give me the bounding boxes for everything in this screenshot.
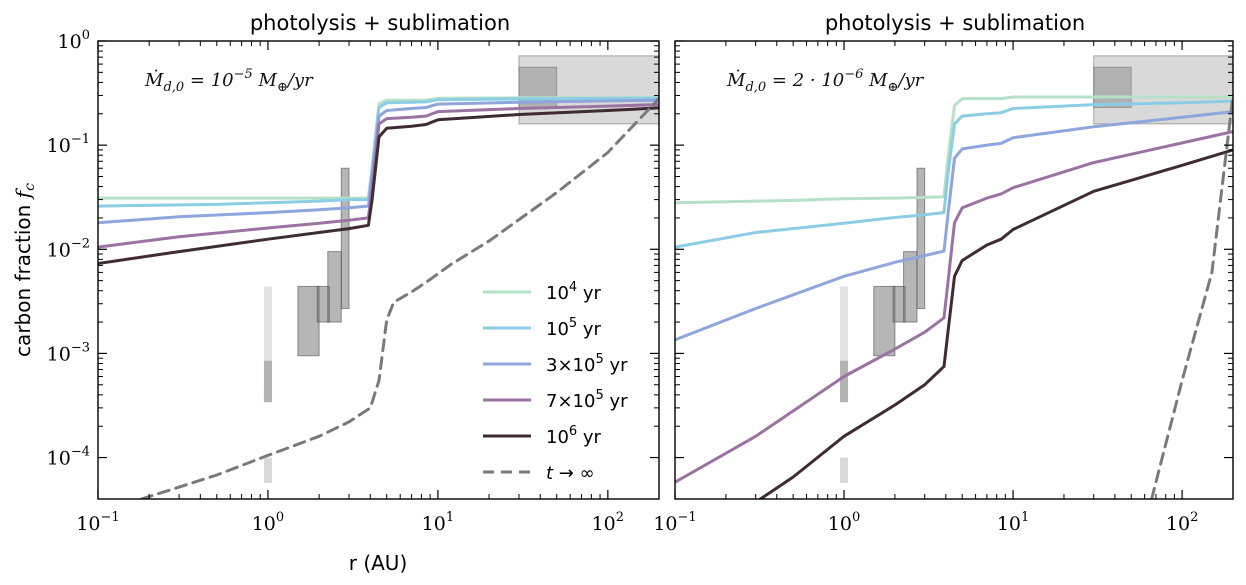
observation-box <box>340 167 350 309</box>
series-line <box>675 99 1233 249</box>
left-ticks: 10−1 100 101 102 10−4 10−3 10−2 10−1 100 <box>47 28 660 535</box>
observation-box <box>916 167 926 309</box>
observation-box <box>327 251 342 323</box>
legend: 104 yr 105 yr 3×105 yr 7×105 yr 106 yr t → ∞ <box>483 280 628 484</box>
left-observation-boxes <box>263 55 659 483</box>
y-axis-label: carbon fraction fc <box>11 183 38 357</box>
observation-bar-light <box>840 286 849 403</box>
x-tick-label: 10−1 <box>653 510 696 535</box>
observation-box <box>297 285 320 357</box>
y-tick-label: 10−4 <box>47 445 90 470</box>
observation-bar-light <box>263 286 272 403</box>
series-line <box>675 95 1233 205</box>
right-panel-title: photolysis + sublimation <box>825 11 1085 35</box>
left-plot-frame <box>97 40 660 500</box>
right-panel: photolysis + sublimation 10−1 100 101 102 Ṁ… <box>653 11 1234 535</box>
observation-bar-light <box>840 457 849 483</box>
series-line <box>98 98 659 225</box>
observation-bar-mid <box>263 360 272 403</box>
x-tick-label: 101 <box>422 510 454 535</box>
y-tick-label: 100 <box>58 28 90 53</box>
observation-bar-light <box>263 457 272 483</box>
x-tick-label: 10−1 <box>76 510 119 535</box>
legend-label: t → ∞ <box>546 463 595 484</box>
right-observation-boxes <box>840 55 1233 483</box>
legend-label: 104 yr <box>546 280 602 304</box>
observation-box <box>1093 66 1132 108</box>
observation-bar-mid <box>840 360 849 403</box>
right-plot-frame <box>674 40 1234 500</box>
observation-box <box>1093 55 1233 125</box>
y-tick-label: 10−3 <box>47 340 90 365</box>
series-line <box>675 130 1233 484</box>
legend-label: 106 yr <box>546 424 602 448</box>
left-panel-title: photolysis + sublimation <box>250 11 510 35</box>
left-panel: photolysis + sublimation 10−1 100 101 10210… <box>47 11 660 535</box>
x-axis-label: r (AU) <box>349 551 408 575</box>
series-line <box>675 110 1233 342</box>
series-line <box>98 103 659 249</box>
series-line <box>758 148 1233 499</box>
series-line <box>139 97 659 499</box>
series-line <box>98 106 659 265</box>
legend-label: 7×105 yr <box>546 388 628 412</box>
right-ticks: 10−1 100 101 102 <box>653 40 1234 535</box>
x-tick-label: 102 <box>592 510 624 535</box>
legend-label: 105 yr <box>546 316 602 340</box>
left-curves <box>98 96 659 499</box>
legend-label: 3×105 yr <box>546 352 628 376</box>
right-curves <box>675 94 1233 499</box>
x-tick-label: 102 <box>1166 510 1198 535</box>
left-annotation: Ṁd,0 = 10−5 M⊕/yr <box>144 67 314 95</box>
y-tick-label: 10−2 <box>47 236 90 261</box>
x-tick-label: 100 <box>828 510 860 535</box>
y-tick-label: 10−1 <box>47 132 90 157</box>
observation-box <box>903 251 918 323</box>
x-tick-label: 101 <box>997 510 1029 535</box>
observation-box <box>873 285 896 357</box>
series-line <box>1150 94 1233 499</box>
series-line <box>98 96 659 208</box>
x-tick-label: 100 <box>252 510 284 535</box>
right-annotation: Ṁd,0 = 2 · 10−6 M⊕/yr <box>726 67 925 95</box>
